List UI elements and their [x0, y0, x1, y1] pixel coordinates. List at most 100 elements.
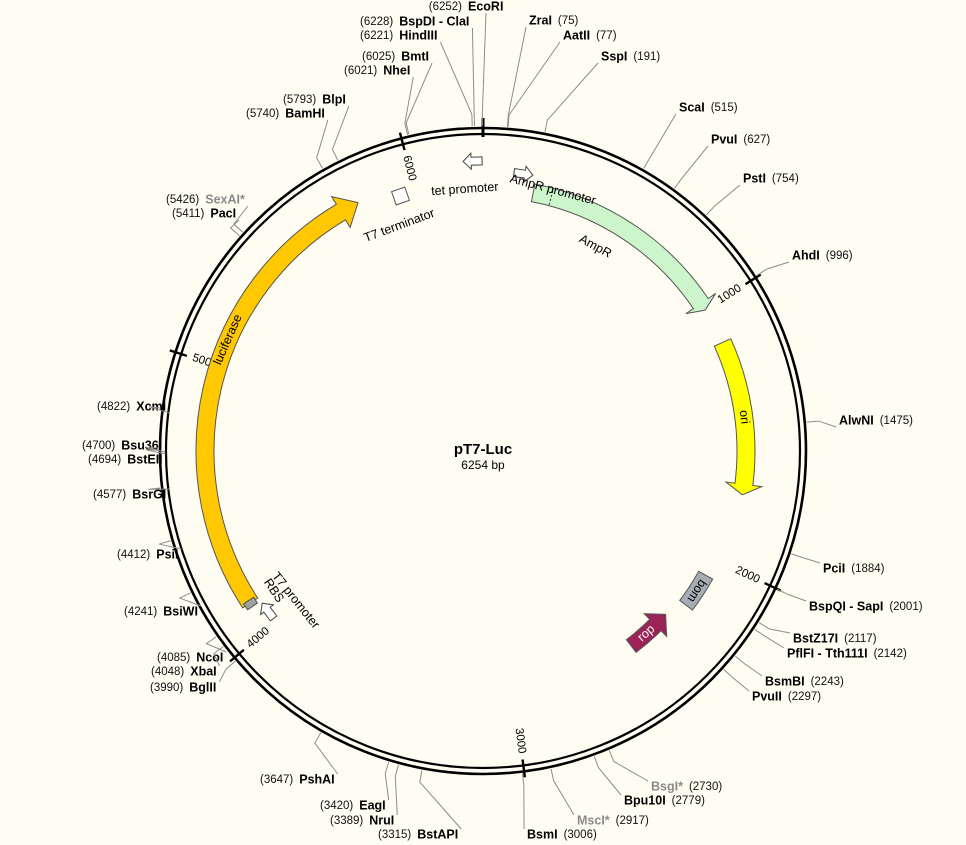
site-pvui[interactable]: (627) PvuI: [674, 132, 770, 189]
site-psti[interactable]: (754) PstI: [705, 171, 799, 216]
site-name: SexAI*: [205, 192, 245, 206]
site-position: (75): [558, 15, 579, 27]
site-name: AhdI: [792, 248, 820, 262]
site-position: (2779): [672, 795, 705, 807]
site-leader-line: [608, 750, 649, 782]
site-aatii[interactable]: (77) AatII: [507, 28, 617, 128]
site-bstapi[interactable]: (3315) BstAPI: [378, 770, 462, 841]
site-pflfi-tth111i[interactable]: (2142) PflFI - Tth111I: [754, 629, 907, 660]
site-pvuii[interactable]: (2297) PvuII: [723, 669, 822, 703]
site-position: (5426): [166, 194, 199, 206]
site-name: NheI: [383, 63, 410, 77]
ori-label: ori: [737, 409, 753, 425]
site-name: NruI: [369, 813, 394, 827]
site-bsgi-[interactable]: (2730) BsgI*: [608, 750, 722, 793]
ampr-arrow: [530, 183, 717, 315]
site-position: (2142): [874, 648, 907, 660]
site-psii[interactable]: (4412) PsiI: [117, 540, 182, 562]
site-nhei[interactable]: (6021) NheI: [344, 63, 414, 135]
site-blpi[interactable]: (5793) BlpI: [283, 92, 350, 161]
site-leader-line: [705, 184, 741, 216]
site-alwni[interactable]: (1475) AlwNI: [806, 413, 913, 428]
site-eagi[interactable]: (3420) EagI: [320, 761, 390, 812]
site-leader-line: [229, 219, 240, 237]
site-leader-line: [314, 732, 339, 775]
site-position: (4694): [88, 454, 121, 466]
site-name: HindIII: [399, 28, 437, 42]
site-position: (4241): [124, 606, 157, 618]
site-bspdi-clai[interactable]: (6228) BspDI - ClaI: [360, 14, 476, 127]
site-position: (1884): [851, 563, 884, 575]
site-bsteii[interactable]: (4694) BstEII: [88, 449, 166, 466]
ampr-label: AmpR: [577, 232, 614, 261]
site-ahdi[interactable]: (996) AhdI: [756, 248, 853, 276]
site-name: NcoI: [196, 650, 223, 664]
site-zrai[interactable]: (75) ZraI: [506, 13, 579, 127]
site-position: (3389): [330, 815, 363, 827]
site-position: (2297): [788, 691, 821, 703]
site-hindiii[interactable]: (6221) HindIII: [360, 28, 473, 127]
site-nrui[interactable]: (3389) NruI: [330, 764, 399, 827]
site-leader-line: [233, 205, 249, 233]
site-name: SspI: [601, 49, 627, 63]
tick-label: 6000: [400, 154, 418, 182]
tet-promoter-label: tet promoter: [431, 180, 499, 199]
site-leader-line: [806, 420, 837, 428]
site-name: PstI: [743, 171, 766, 185]
site-pcii[interactable]: (1884) PciI: [791, 553, 885, 575]
site-sspi[interactable]: (191) SspI: [544, 49, 660, 133]
site-bsu36i[interactable]: (4700) Bsu36I: [82, 438, 166, 453]
site-name: BmtI: [401, 49, 429, 63]
site-bstz17i[interactable]: (2117) BstZ17I: [758, 622, 877, 646]
site-xbai[interactable]: (4048) XbaI: [151, 646, 224, 679]
tick-label: 2000: [733, 564, 761, 586]
site-name: Bpu10I: [624, 793, 666, 807]
tick-mark: [169, 349, 188, 357]
site-bsmi[interactable]: (3006) BsmI: [521, 773, 597, 842]
site-position: (6221): [360, 30, 393, 42]
site-leader-line: [148, 406, 170, 414]
site-ecori[interactable]: (6252) EcoRI: [429, 0, 504, 127]
site-bsrgi[interactable]: (4577) BsrGI: [93, 487, 170, 501]
site-sexai-[interactable]: (5426) SexAI*: [166, 192, 249, 233]
site-position: (996): [826, 250, 853, 262]
site-leader-line: [758, 622, 791, 634]
tick-mark: [744, 273, 762, 286]
site-leader-line: [776, 588, 807, 602]
site-bpu10i[interactable]: (2779) Bpu10I: [593, 756, 705, 807]
site-bamhi[interactable]: (5740) BamHI: [246, 106, 329, 169]
site-leader-line: [384, 761, 390, 801]
site-leader-line: [593, 756, 622, 796]
site-position: (754): [772, 173, 799, 185]
site-scai[interactable]: (515) ScaI: [643, 100, 738, 169]
site-position: (4412): [117, 549, 150, 561]
site-leader-line: [723, 669, 750, 692]
site-pshai[interactable]: (3647) PshAI: [260, 732, 339, 787]
site-name: BglII: [189, 680, 216, 694]
site-position: (4577): [93, 489, 126, 501]
site-leader-line: [218, 660, 236, 683]
site-ncoi[interactable]: (4085) NcoI: [157, 636, 227, 665]
site-position: (5740): [246, 108, 279, 120]
site-paci[interactable]: (5411) PacI: [172, 206, 240, 237]
site-name: PvuII: [752, 689, 782, 703]
site-leader-line: [756, 261, 790, 276]
site-msci-[interactable]: (2917) MscI*: [550, 768, 649, 828]
site-leader-line: [316, 119, 329, 169]
site-leader-line: [734, 655, 763, 677]
site-name: BsiWI: [163, 604, 198, 618]
site-name: AatII: [563, 28, 590, 42]
ampr-promoter-icon: [512, 164, 534, 184]
site-bsiwi[interactable]: (4241) BsiWI: [124, 592, 202, 618]
site-bglii[interactable]: (3990) BglII: [150, 660, 236, 694]
ori-arrow: [713, 338, 764, 496]
site-bmti[interactable]: (6025) BmtI: [362, 49, 433, 135]
site-bsmbi[interactable]: (2243) BsmBI: [734, 655, 844, 688]
site-name: BstZ17I: [793, 631, 838, 645]
site-name: BspDI - ClaI: [399, 14, 469, 28]
site-name: PciI: [823, 561, 845, 575]
site-position: (2730): [689, 781, 722, 793]
site-xcmi[interactable]: (4822) XcmI: [97, 399, 170, 414]
site-bspqi-sapi[interactable]: (2001) BspQI - SapI: [776, 588, 923, 613]
